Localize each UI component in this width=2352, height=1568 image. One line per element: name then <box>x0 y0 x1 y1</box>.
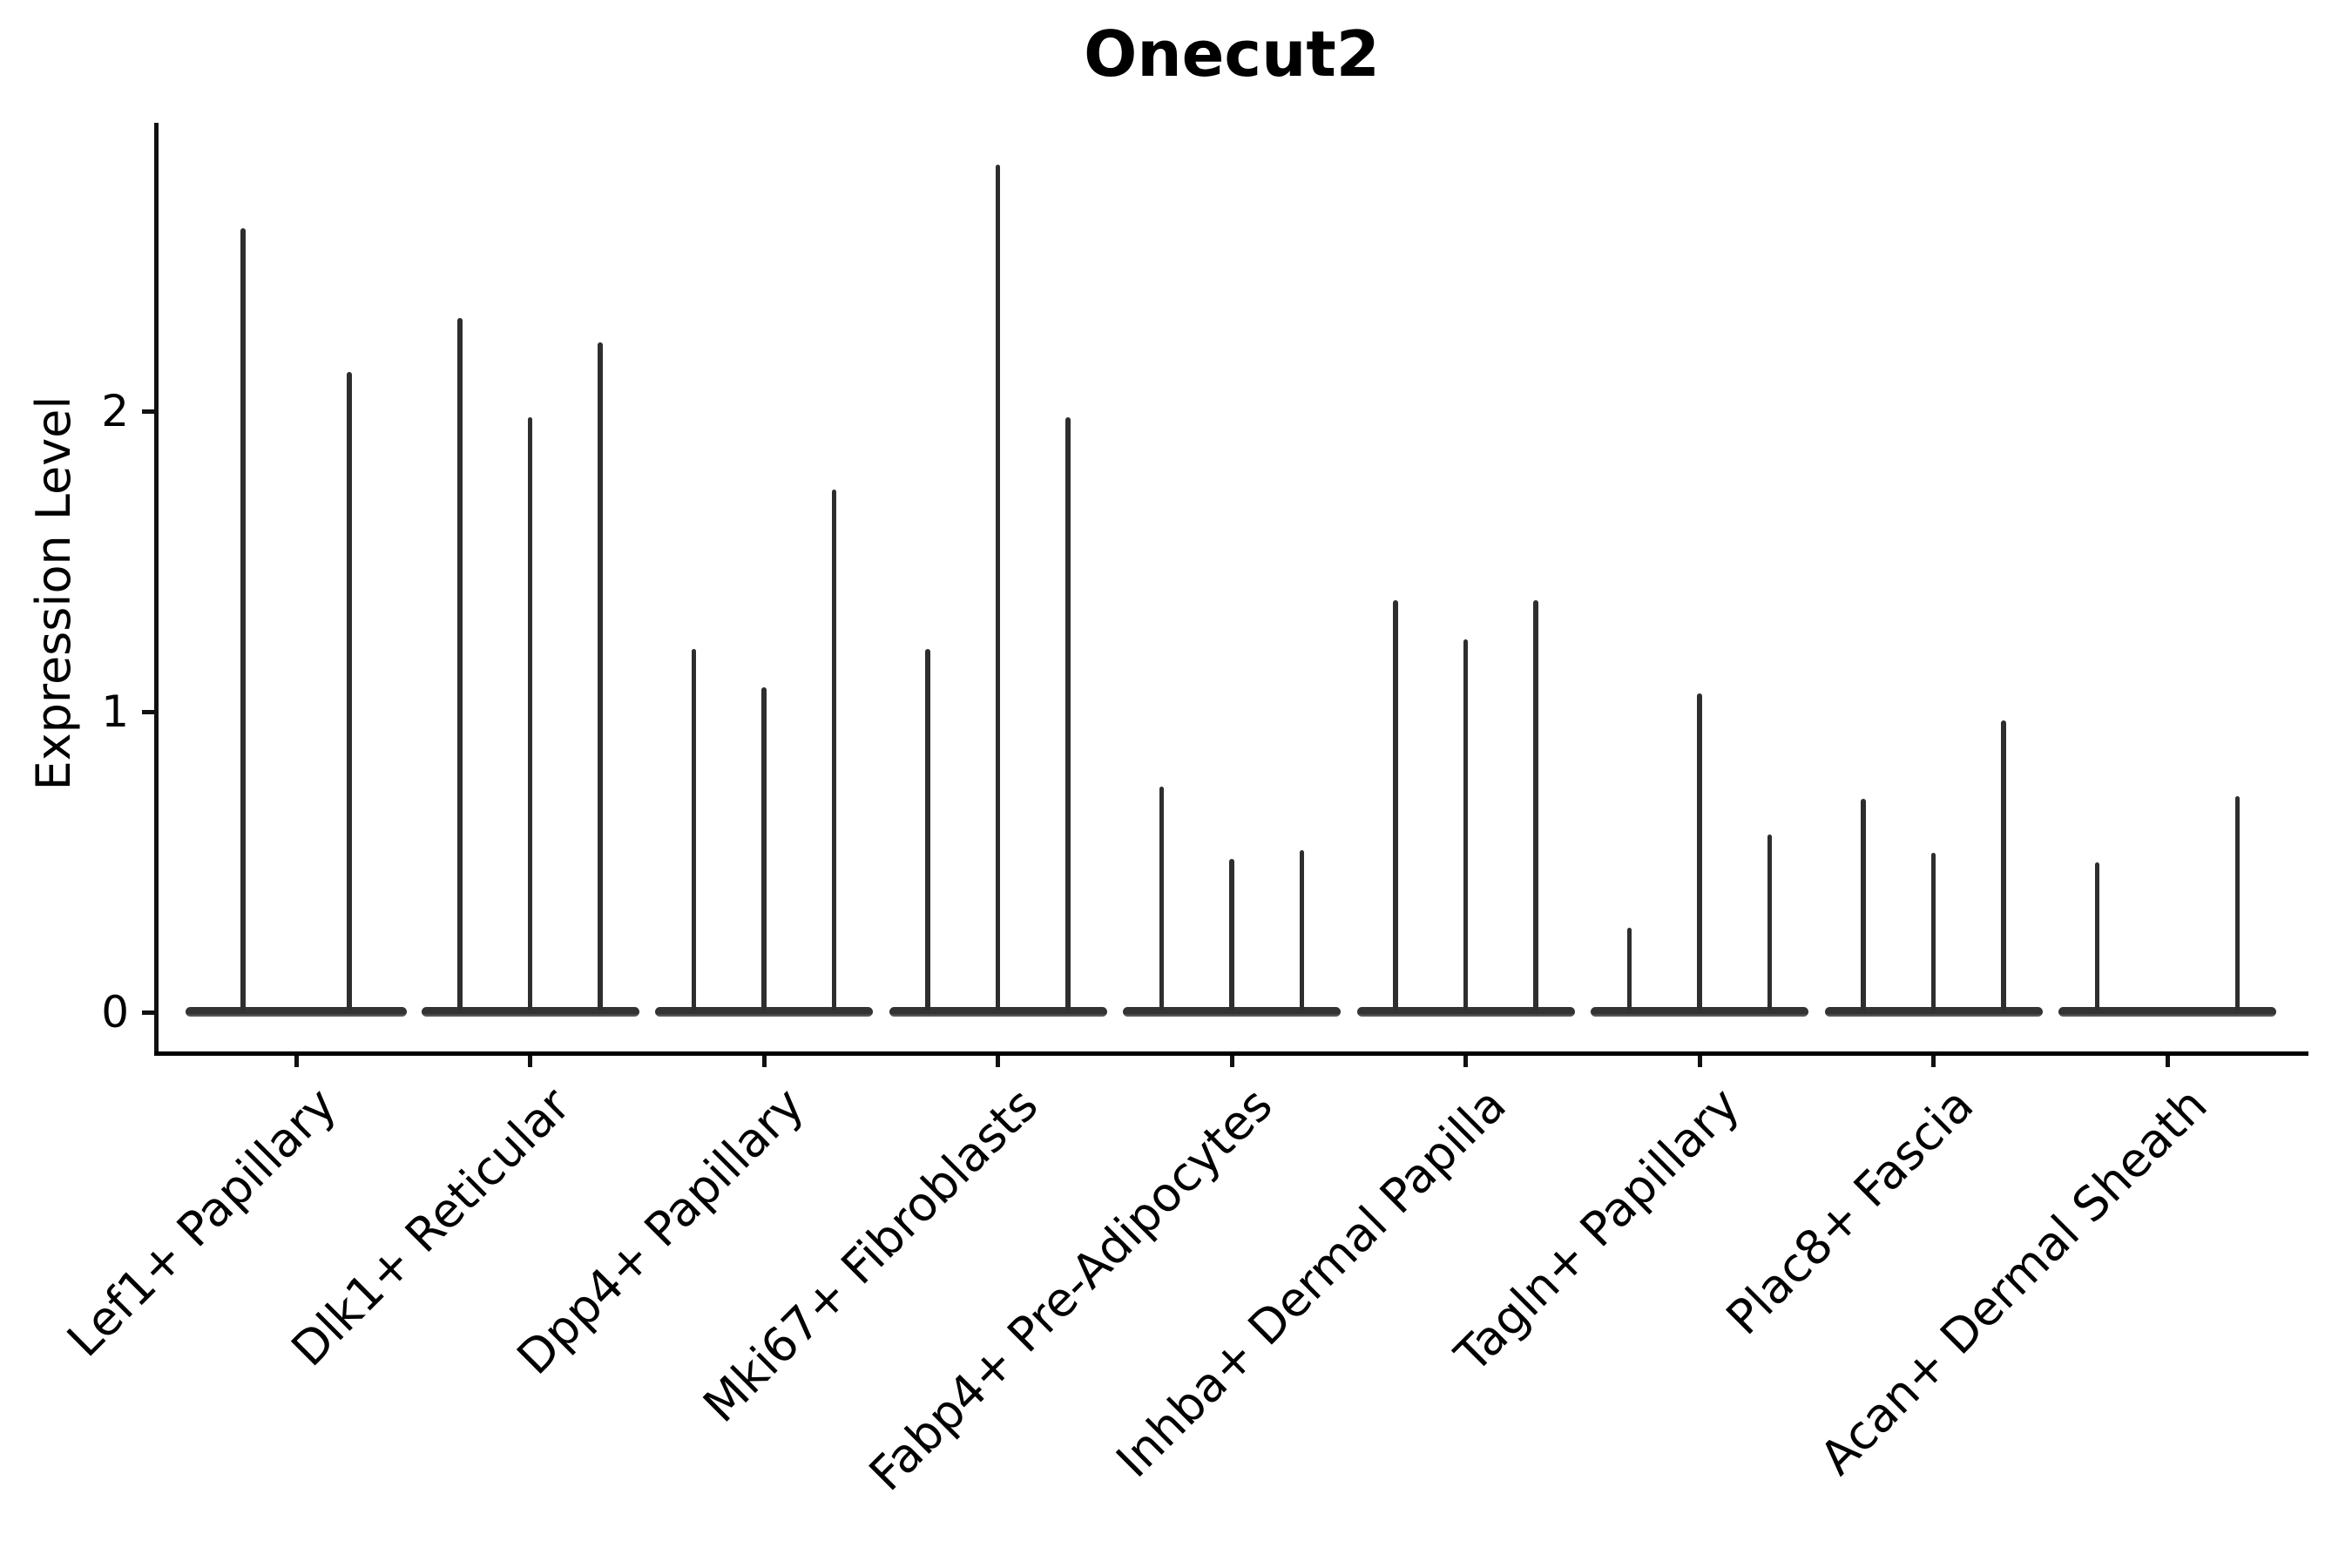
violin-spike <box>1159 787 1165 1010</box>
violin-spike <box>691 648 697 1010</box>
plot-title: Onecut2 <box>1084 17 1380 91</box>
x-tick-label: Fabp4+ Pre-Adipocytes <box>858 1077 1283 1502</box>
x-tick-mark <box>528 1056 532 1067</box>
violin-zero-body <box>1824 1007 2043 1017</box>
x-tick-mark <box>1931 1056 1936 1067</box>
x-tick-mark <box>1463 1056 1468 1067</box>
x-tick-mark <box>761 1056 767 1067</box>
violin-spike <box>2001 720 2006 1010</box>
violin-spike <box>995 165 1001 1010</box>
violin-spike <box>1767 835 1773 1010</box>
violin-spike <box>1065 416 1071 1010</box>
violin-spike <box>925 648 930 1010</box>
violin-spike <box>1299 849 1305 1010</box>
x-tick-mark <box>294 1056 299 1067</box>
x-tick-mark <box>2165 1056 2170 1067</box>
violin-spike <box>761 687 767 1010</box>
violin-spike <box>527 416 533 1010</box>
violin-zero-body <box>186 1007 407 1017</box>
y-tick-label: 0 <box>101 987 129 1037</box>
violin-zero-body <box>655 1007 873 1017</box>
y-tick-label: 1 <box>101 686 129 737</box>
x-tick-label: Inhba+ Dermal Papilla <box>1105 1077 1517 1489</box>
x-axis-spine <box>154 1051 2308 1056</box>
violin-spike <box>240 227 246 1010</box>
violin-zero-body <box>1123 1007 1341 1017</box>
y-tick-mark <box>142 1010 155 1015</box>
y-tick-label: 2 <box>101 386 129 436</box>
violin-spike <box>457 318 463 1010</box>
violin-spike <box>1626 928 1632 1010</box>
violin-zero-body <box>889 1007 1107 1017</box>
violin-zero-body <box>1591 1007 1808 1017</box>
violin-spike <box>1229 859 1234 1010</box>
violin-spike <box>1697 693 1702 1010</box>
y-axis-label: Expression Level <box>26 395 81 791</box>
y-axis-spine <box>154 123 159 1056</box>
violin-spike <box>347 372 352 1010</box>
x-tick-mark <box>1697 1056 1702 1067</box>
x-tick-mark <box>996 1056 1000 1067</box>
violin-spike <box>2234 795 2240 1010</box>
y-tick-mark <box>142 709 155 714</box>
violin-spike <box>1533 600 1538 1010</box>
x-tick-mark <box>1229 1056 1234 1067</box>
violin-spike <box>1393 600 1398 1010</box>
violin-spike <box>1930 853 1936 1010</box>
violin-spike <box>2094 862 2100 1010</box>
x-tick-label: Acan+ Dermal Sheath <box>1809 1077 2219 1486</box>
violin-spike <box>1861 799 1866 1010</box>
violin-spike <box>598 341 603 1010</box>
violin-spike <box>1463 639 1469 1010</box>
violin-zero-body <box>1356 1007 1575 1017</box>
y-tick-mark <box>142 409 155 414</box>
violin-zero-body <box>2058 1007 2276 1017</box>
x-tick-label: Plac8+ Fascia <box>1715 1077 1984 1346</box>
violin-spike <box>831 489 837 1010</box>
violin-zero-body <box>421 1007 639 1017</box>
